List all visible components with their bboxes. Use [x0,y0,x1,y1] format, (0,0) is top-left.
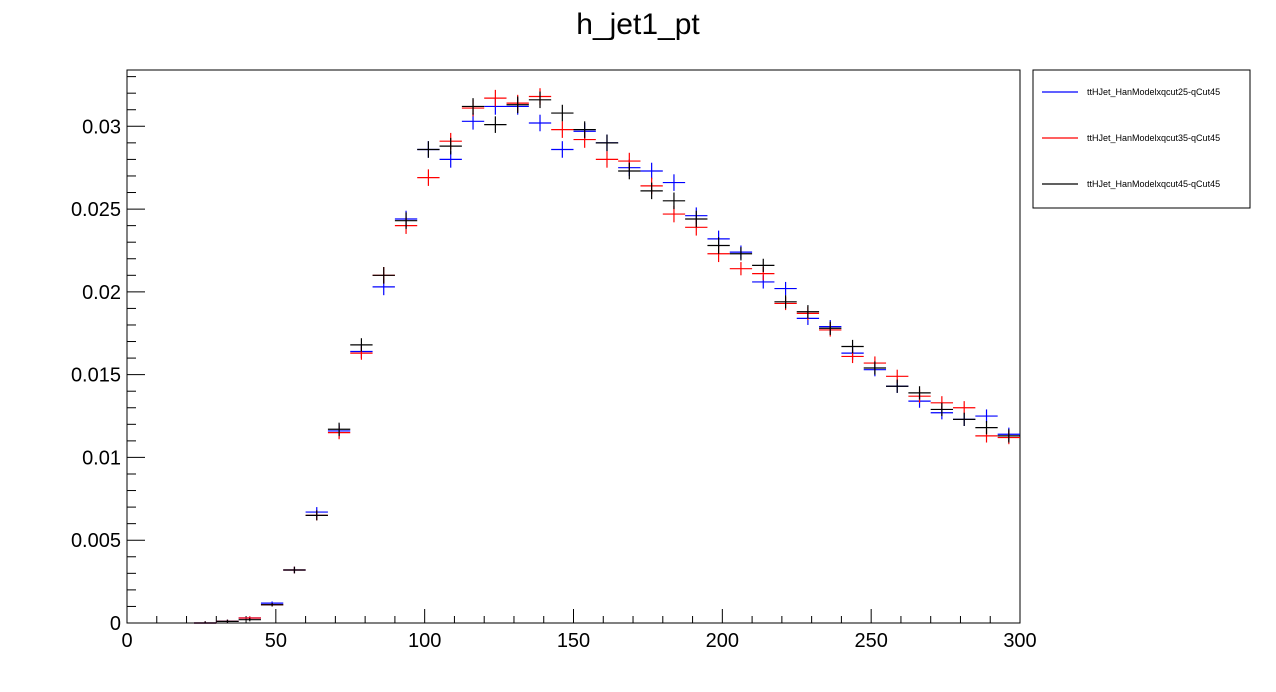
data-point [551,104,574,122]
data-point [417,169,440,186]
data-point [774,281,797,296]
data-point [528,91,552,109]
data-point [484,116,507,133]
data-point [908,386,931,400]
data-point [685,210,708,228]
data-point [238,618,261,622]
y-tick-label: 0.025 [71,199,121,221]
data-point [796,305,820,319]
data-point [930,402,954,417]
y-tick-label: 0.005 [71,530,121,552]
data-point [953,412,976,426]
data-point [863,361,887,375]
data-point [975,421,998,435]
data-point [350,338,373,352]
data-point [953,401,976,415]
data-point [551,141,574,158]
y-tick-label: 0.03 [82,116,121,138]
data-point [372,267,395,284]
data-point [216,619,239,623]
x-tick-label: 100 [408,630,441,652]
legend-entry: ttHJet_HanModelxqcut25-qCut45 [1042,87,1220,97]
data-point [707,237,730,254]
data-point [551,121,574,138]
data-point [484,89,507,107]
data-point [573,121,596,138]
plot-frame [126,69,1021,624]
y-tick-label: 0.015 [71,365,121,387]
x-tick-label: 150 [557,630,590,652]
legend-label: ttHJet_HanModelxqcut25-qCut45 [1087,87,1220,97]
series-2 [193,88,1020,624]
data-point [439,137,462,155]
data-point [819,321,842,335]
y-tick-labels: 0 0.005 0.01 0.015 0.02 0.025 0.03 [71,116,121,635]
data-point [461,98,485,115]
data-point [394,212,418,229]
data-point [640,162,663,180]
data-point [841,339,864,354]
data-point [662,174,686,191]
data-point [528,114,552,132]
data-point [260,603,284,607]
plot-area: 0 50 100 150 200 250 300 0 0.005 0.01 0.015 0.02 0.… [71,69,1037,652]
data-point [774,295,797,309]
data-point [729,262,753,276]
data-point [640,182,663,200]
y-tick-label: 0 [110,613,121,635]
data-point [618,162,641,180]
data-point [327,422,351,436]
series-3 [193,91,1020,624]
data-point [975,409,998,423]
series-layer [193,88,1020,624]
data-point [752,258,775,272]
axis-ticks [126,76,1021,624]
data-point [886,379,909,393]
data-point [595,134,619,152]
legend-label: ttHJet_HanModelxqcut45-qCut45 [1087,179,1220,189]
series-1 [193,98,1020,624]
data-point [662,192,686,210]
data-point [506,96,529,114]
legend-box [1032,69,1251,209]
legend-entry: ttHJet_HanModelxqcut35-qCut45 [1042,133,1220,143]
x-tick-label: 300 [1003,630,1036,652]
legend: ttHJet_HanModelxqcut25-qCut45 ttHJet_HanM… [1032,69,1251,209]
x-tick-labels: 0 50 100 150 200 250 300 [121,630,1036,652]
data-point [595,151,619,168]
data-point [305,510,328,521]
data-point [997,429,1020,443]
x-tick-label: 250 [854,630,887,652]
y-tick-label: 0.01 [82,447,121,469]
legend-label: ttHJet_HanModelxqcut35-qCut45 [1087,133,1220,143]
y-tick-label: 0.02 [82,282,121,304]
legend-entries: ttHJet_HanModelxqcut25-qCut45 ttHJet_HanM… [1042,87,1220,189]
chart-title: h_jet1_pt [576,8,700,41]
data-point [729,247,753,261]
data-point [417,141,440,158]
legend-entry: ttHJet_HanModelxqcut45-qCut45 [1042,179,1220,189]
x-tick-label: 0 [121,630,132,652]
data-point [283,566,306,574]
x-tick-label: 200 [706,630,739,652]
x-tick-label: 50 [265,630,287,652]
data-point [193,621,217,624]
